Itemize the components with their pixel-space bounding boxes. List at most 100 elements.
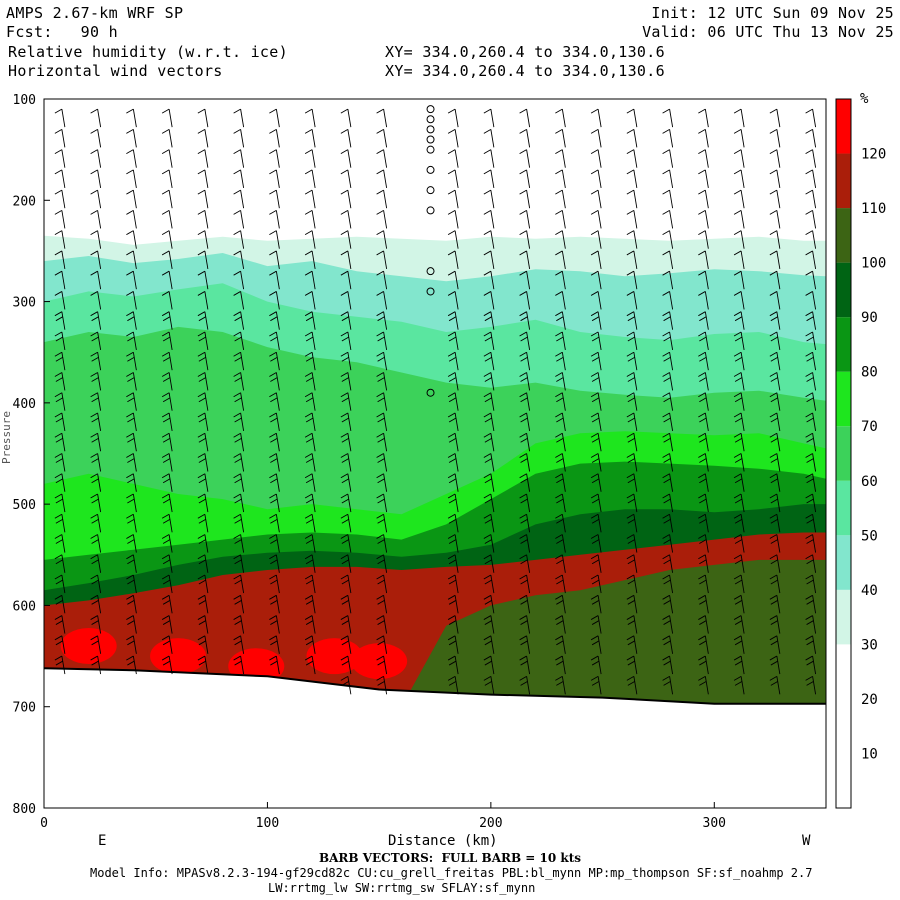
wind-barb-staff (740, 109, 745, 128)
colorbar-swatch (836, 698, 851, 754)
wind-barb-staff (704, 210, 709, 229)
wind-barb-flag (519, 128, 527, 134)
wind-barb-flag (162, 377, 171, 382)
wind-barb-flag (269, 655, 277, 661)
wind-barb-flag (269, 594, 277, 600)
wind-barb-staff (704, 372, 709, 391)
wind-barb-flag (126, 210, 134, 215)
wind-barb-flag (234, 478, 242, 484)
wind-barb-staff (168, 250, 173, 270)
wind-barb-flag (54, 169, 63, 175)
wind-barb-staff (168, 210, 173, 229)
wind-barb-staff (490, 169, 495, 188)
wind-barb-staff (132, 331, 137, 351)
wind-barb-staff (311, 169, 316, 188)
wind-barb-staff (633, 676, 638, 695)
wind-barb-flag (770, 397, 779, 403)
wind-barb-flag (233, 108, 241, 114)
wind-barb-staff (168, 514, 173, 533)
wind-barb-flag (198, 640, 207, 646)
wind-barb-flag (448, 478, 457, 484)
wind-barb-flag (627, 377, 636, 382)
wind-barb-flag (484, 559, 493, 565)
wind-barb-staff (740, 676, 745, 695)
wind-barb-staff (132, 615, 137, 634)
wind-barb-flag (555, 108, 563, 114)
wind-barb-flag (805, 291, 813, 296)
wind-barb-flag (770, 356, 779, 362)
wind-barb-staff (740, 635, 745, 654)
wind-barb-flag (733, 432, 742, 438)
wind-barb-staff (633, 433, 638, 452)
wind-barb-staff (240, 392, 245, 411)
wind-barb-flag (447, 149, 456, 155)
barb-legend: BARB VECTORS: FULL BARB = 10 kts (318, 851, 582, 865)
wind-barb-flag (340, 108, 349, 114)
wind-barb-staff (204, 331, 209, 351)
wind-barb-flag (484, 458, 493, 463)
wind-barb-flag (626, 534, 635, 539)
wind-barb-flag (447, 473, 456, 479)
wind-barb-staff (97, 129, 102, 148)
wind-barb-flag (90, 189, 98, 195)
wind-barb-flag (55, 458, 64, 463)
wind-barb-flag (54, 331, 63, 337)
calm-wind-circle (426, 115, 435, 124)
wind-barb-staff (204, 514, 209, 533)
wind-barb-flag (805, 574, 813, 580)
wind-barb-staff (812, 352, 817, 371)
wind-barb-staff (597, 453, 602, 472)
wind-barb-staff (61, 230, 66, 249)
wind-barb-flag (91, 620, 99, 625)
wind-barb-flag (556, 437, 564, 443)
wind-barb-staff (275, 453, 280, 472)
wind-barb-flag (90, 351, 98, 357)
wind-barb-staff (812, 109, 817, 128)
wind-barb-staff (61, 615, 66, 634)
wind-barb-flag (769, 351, 778, 357)
wind-barb-flag (90, 230, 98, 236)
wind-barb-flag (805, 493, 813, 499)
wind-barb-staff (132, 129, 137, 148)
wind-barb-staff (561, 433, 566, 452)
wind-barb-staff (669, 291, 674, 310)
wind-barb-flag (341, 498, 350, 504)
wind-barb-flag (90, 554, 98, 560)
wind-barb-flag (591, 539, 600, 544)
wind-barb-staff (61, 574, 66, 594)
wind-barb-flag (484, 599, 493, 605)
wind-barb-flag (627, 417, 636, 423)
wind-barb-staff (204, 493, 209, 513)
wind-barb-staff (669, 149, 674, 168)
wind-barb-flag (55, 498, 64, 504)
wind-barb-flag (126, 513, 134, 519)
field-title-2: Horizontal wind vectors (8, 62, 223, 80)
wind-barb-staff (168, 230, 173, 249)
wind-barb-staff (490, 311, 495, 330)
wind-barb-staff (204, 291, 209, 310)
wind-barb-staff (132, 210, 137, 229)
wind-barb-flag (806, 599, 814, 605)
wind-barb-flag (90, 270, 98, 276)
wind-barb-staff (204, 230, 209, 249)
wind-barb-flag (627, 356, 636, 362)
wind-barb-staff (275, 574, 280, 594)
wind-barb-flag (734, 417, 743, 423)
wind-barb-flag (126, 392, 134, 398)
wind-barb-staff (311, 574, 316, 594)
forecast-hour: Fcst: 90 h (6, 23, 118, 41)
wind-barb-flag (626, 554, 635, 560)
wind-barb-flag (556, 640, 564, 646)
wind-barb-flag (483, 493, 492, 499)
wind-barb-staff (633, 574, 638, 594)
wind-barb-staff (812, 210, 817, 229)
wind-barb-flag (447, 534, 456, 539)
wind-barb-flag (340, 432, 349, 438)
wind-barb-staff (168, 534, 173, 553)
wind-barb-staff (383, 109, 388, 128)
wind-barb-flag (341, 640, 350, 646)
wind-barb-flag (54, 554, 63, 560)
wind-barb-staff (383, 615, 388, 634)
calm-wind-circle (426, 206, 435, 215)
wind-barb-staff (490, 291, 495, 310)
